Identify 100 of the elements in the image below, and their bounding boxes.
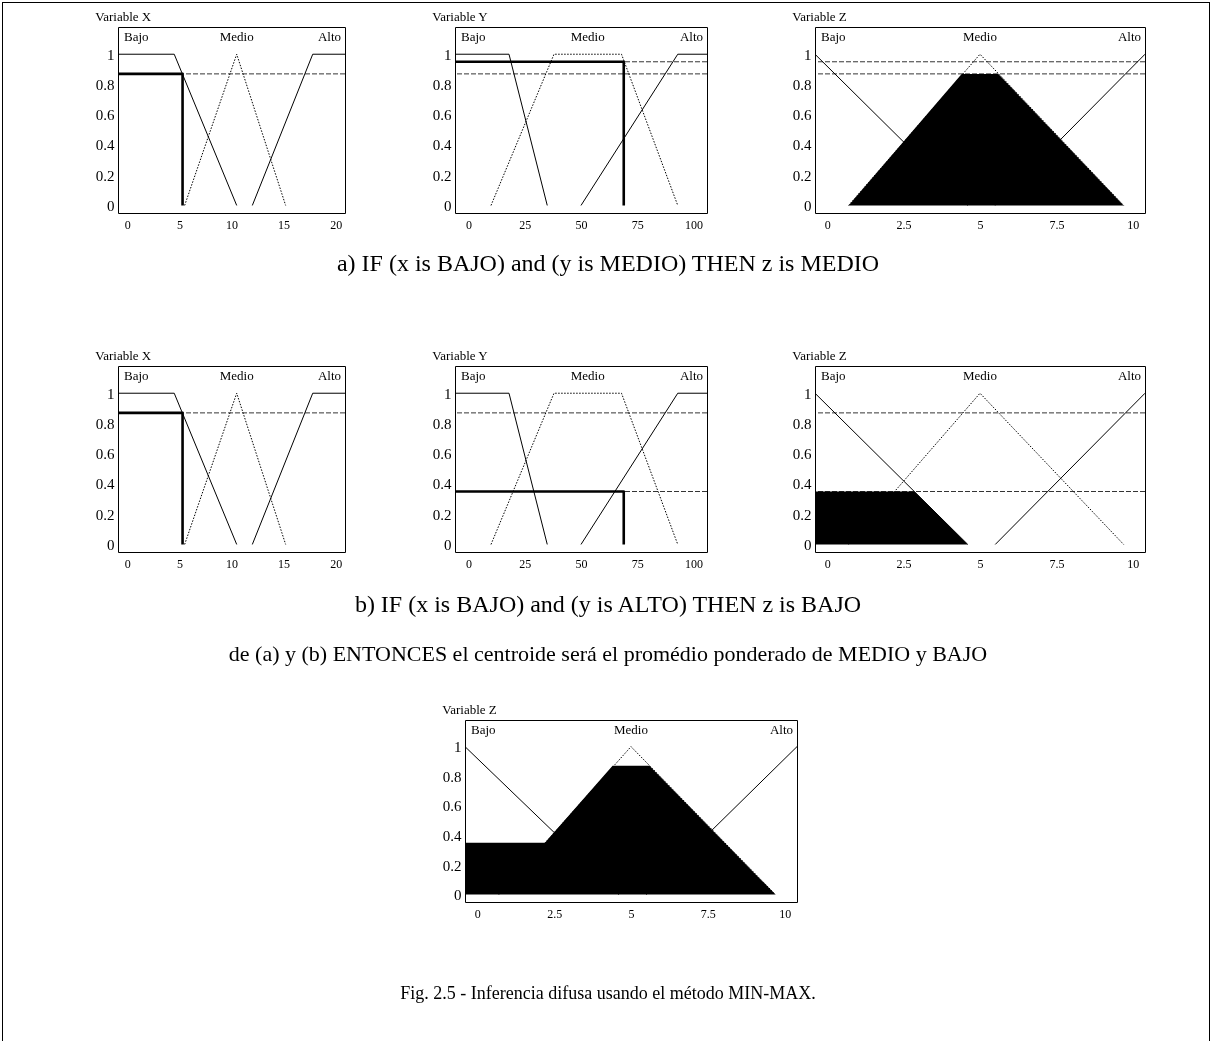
series-label: Medio	[614, 722, 648, 737]
y-tick-label: 0.4	[432, 137, 452, 154]
y-tick-label: 0.2	[792, 506, 812, 523]
x-tick-label: 20	[330, 556, 343, 571]
x-tick-label: 10	[1127, 217, 1140, 232]
y-tick-label: 1	[107, 46, 115, 63]
y-tick-label: 0.6	[792, 107, 812, 124]
y-tick-label: 0.6	[95, 446, 115, 463]
series-label: Bajo	[471, 722, 496, 737]
x-tick-label: 5	[977, 556, 984, 571]
x-tick-label: 75	[631, 556, 644, 571]
y-tick-label: 0.2	[432, 167, 452, 184]
x-tick-label: 10	[1127, 556, 1140, 571]
y-tick-label: 0.4	[442, 827, 462, 844]
series-label: Alto	[679, 29, 703, 44]
y-tick-label: 0	[454, 887, 462, 904]
x-tick-label: 5	[628, 906, 635, 921]
x-tick-label: 7.5	[1049, 556, 1065, 571]
series-label: Bajo	[124, 368, 149, 383]
y-tick-label: 0.4	[432, 476, 452, 493]
x-tick-label: 50	[575, 217, 588, 232]
text: de (a) y (b) ENTONCES el centroide será el promédio ponderado de MEDIO y BAJO	[227, 641, 989, 667]
y-tick-label: 0.6	[432, 107, 452, 124]
text: a) IF (x is BAJO) and (y is MEDIO) THEN z is MEDIO	[335, 250, 881, 277]
x-tick-label: 7.5	[1049, 217, 1065, 232]
y-tick-label: 0.6	[95, 107, 115, 124]
y-tick-label: 0	[444, 536, 452, 553]
caption: Fig. 2.5 - Inferencia difusa usando el método MIN-MAX.	[399, 983, 817, 1004]
series-label: Alto	[769, 722, 793, 737]
y-tick-label: 1	[804, 46, 812, 63]
x-tick-label: 0	[474, 906, 481, 921]
x-tick-label: 100	[685, 217, 703, 232]
x-tick-label: 5	[176, 556, 183, 571]
series-label: Alto	[1117, 368, 1141, 383]
x-tick-label: 2.5	[896, 556, 912, 571]
y-tick-label: 1	[444, 385, 452, 402]
y-tick-label: 0.8	[95, 415, 115, 432]
x-tick-label: 10	[779, 906, 792, 921]
chart-title: Variable Z	[792, 9, 847, 24]
chart-title: Variable Z	[442, 702, 497, 717]
series-label: Bajo	[461, 368, 486, 383]
y-tick-label: 0.8	[442, 768, 462, 785]
x-tick-label: 10	[226, 556, 238, 571]
y-tick-label: 0.8	[792, 415, 812, 432]
x-tick-label: 0	[824, 217, 831, 232]
series-label: Alto	[1117, 29, 1141, 44]
y-tick-label: 0.2	[432, 506, 452, 523]
series-label: Medio	[963, 29, 997, 44]
series-label: Bajo	[821, 29, 846, 44]
y-tick-label: 0.2	[95, 506, 115, 523]
y-tick-label: 0	[107, 197, 115, 214]
x-tick-label: 100	[685, 556, 703, 571]
x-tick-label: 5	[176, 217, 183, 232]
chart-title: Variable X	[95, 348, 152, 363]
chart-title: Variable Z	[792, 348, 847, 363]
text: b) IF (x is BAJO) and (y is ALTO) THEN z is BAJO	[353, 591, 863, 618]
series-label: Medio	[219, 29, 254, 44]
series-label: Alto	[317, 29, 341, 44]
y-tick-label: 0.2	[442, 857, 462, 874]
x-tick-label: 15	[278, 556, 291, 571]
y-tick-label: 0.4	[792, 476, 812, 493]
y-tick-label: 0.4	[95, 476, 115, 493]
y-tick-label: 0	[444, 197, 452, 214]
series-label: Medio	[570, 368, 605, 383]
series-label: Bajo	[461, 29, 486, 44]
y-tick-label: 0	[107, 536, 115, 553]
x-tick-label: 5	[977, 217, 984, 232]
x-tick-label: 0	[466, 556, 472, 571]
chart-title: Variable Y	[432, 9, 489, 24]
x-tick-label: 20	[330, 217, 343, 232]
x-tick-label: 50	[575, 556, 588, 571]
y-tick-label: 0.8	[432, 415, 452, 432]
chart-title: Variable Y	[432, 348, 489, 363]
x-tick-label: 10	[226, 217, 238, 232]
y-tick-label: 0.6	[792, 446, 812, 463]
series-label: Bajo	[821, 368, 846, 383]
y-tick-label: 1	[107, 385, 115, 402]
x-tick-label: 25	[519, 217, 532, 232]
y-tick-label: 1	[444, 46, 452, 63]
x-tick-label: 0	[124, 556, 131, 571]
y-tick-label: 0.2	[95, 167, 115, 184]
series-label: Bajo	[124, 29, 149, 44]
y-tick-label: 0.2	[792, 167, 812, 184]
x-tick-label: 75	[631, 217, 644, 232]
y-tick-label: 0.8	[432, 76, 452, 93]
y-tick-label: 0.6	[442, 798, 462, 815]
y-tick-label: 0.8	[95, 76, 115, 93]
x-tick-label: 2.5	[547, 906, 563, 921]
series-label: Medio	[219, 368, 254, 383]
series-label: Medio	[570, 29, 605, 44]
y-tick-label: 1	[454, 739, 462, 756]
x-tick-label: 0	[466, 217, 472, 232]
series-label: Medio	[963, 368, 997, 383]
series-label: Alto	[317, 368, 341, 383]
series-label: Alto	[679, 368, 703, 383]
x-tick-label: 2.5	[896, 217, 912, 232]
y-tick-label: 0	[804, 536, 812, 553]
y-tick-label: 0.8	[792, 76, 812, 93]
x-tick-label: 0	[824, 556, 831, 571]
x-tick-label: 15	[278, 217, 291, 232]
